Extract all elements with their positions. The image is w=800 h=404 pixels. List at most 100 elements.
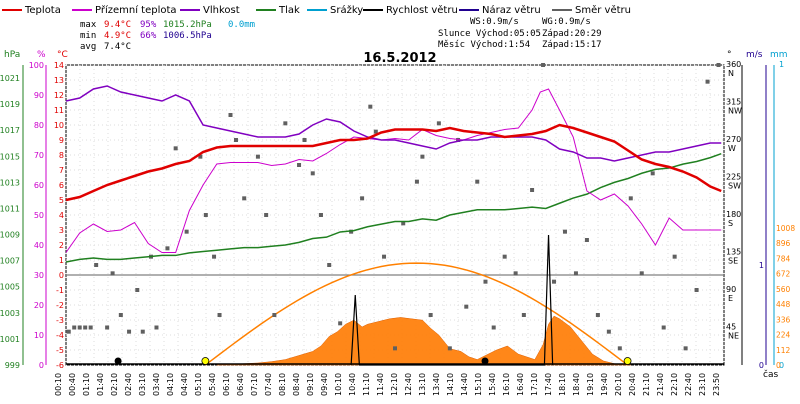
wind-direction-point (420, 154, 425, 159)
wind-direction-point (310, 171, 315, 176)
tick-time: 03:40 (152, 373, 161, 396)
axes: 1021101910171015101310111009100710051003… (0, 60, 795, 396)
tick-pct: 0 (39, 361, 44, 370)
legend: Teplota Přízemní teplota Vlhkost Tlak Sr… (2, 4, 631, 16)
wind-direction-point (338, 321, 343, 326)
tick-time: 14:40 (460, 373, 469, 396)
tick-time: 10:40 (348, 373, 357, 396)
tick-time: 11:10 (362, 373, 371, 396)
tick-c: 3 (59, 226, 64, 235)
tick-dir-name: NW (728, 107, 742, 116)
tick-c: 5 (59, 196, 64, 205)
tick-solar: 672 (776, 270, 791, 279)
tick-time: 05:40 (208, 373, 217, 396)
wind-direction-point (436, 121, 441, 126)
tick-time: 16:40 (516, 373, 525, 396)
wind-direction-point (349, 229, 354, 234)
tick-time: 20:10 (614, 373, 623, 396)
series-vlhkost (65, 85, 722, 162)
legend-vlhkost: Vlhkost (203, 5, 240, 16)
moonset-marker (481, 357, 489, 365)
tick-time: 15:40 (488, 373, 497, 396)
tick-c: -4 (56, 331, 64, 340)
tick-time: 07:10 (250, 373, 259, 396)
wind-direction-point (212, 254, 217, 259)
tick-time: 11:40 (376, 373, 385, 396)
axis-title-mm: mm (770, 50, 788, 60)
tick-time: 19:40 (600, 373, 609, 396)
stats-max-press: 1015.2hPa (163, 20, 212, 30)
series-rychlost (350, 234, 554, 366)
tick-dir: 315 (726, 98, 741, 107)
tick-c: 2 (59, 241, 64, 250)
tick-dir: 180 (726, 210, 741, 219)
tick-pct: 80 (34, 121, 44, 130)
wind-direction-point (414, 179, 419, 184)
info-sun-set: Západ:20:29 (542, 29, 602, 39)
tick-solar: 224 (776, 331, 791, 340)
wind-direction-point (595, 313, 600, 317)
tick-hpa: 1019 (0, 100, 20, 109)
tick-time: 10:10 (334, 373, 343, 396)
tick-time: 21:10 (642, 373, 651, 396)
tick-pct: 100 (29, 61, 44, 70)
tick-dir: 90 (726, 285, 736, 294)
tick-dir: 45 (726, 323, 736, 332)
tick-time: 06:10 (222, 373, 231, 396)
tick-time: 02:10 (110, 373, 119, 396)
wind-direction-point (127, 329, 132, 334)
tick-c: -1 (56, 286, 64, 295)
tick-c: 4 (59, 211, 64, 220)
tick-c: 9 (59, 136, 64, 145)
tick-time: 01:40 (96, 373, 105, 396)
info-moon-rise: Měsíc Východ:1:54 (438, 40, 530, 50)
wind-direction-point (184, 229, 189, 234)
legend-teplota: Teplota (24, 5, 61, 16)
tick-hpa: 1009 (0, 231, 20, 240)
tick-time: 15:10 (474, 373, 483, 396)
wind-direction-point (683, 346, 688, 351)
tick-hpa: 1021 (0, 74, 20, 83)
wind-direction-point (393, 346, 397, 351)
tick-mm: 0 (779, 361, 784, 370)
tick-c: -3 (56, 316, 64, 325)
wind-direction-point (491, 325, 496, 330)
tick-time: 12:10 (390, 373, 399, 396)
tick-dir: 135 (726, 248, 741, 257)
wind-direction-point (530, 188, 535, 192)
tick-hpa: 1013 (0, 178, 20, 187)
wind-direction-point (382, 254, 387, 259)
stats-min-press: 1006.5hPa (163, 31, 212, 41)
series-tlak (65, 152, 722, 263)
tick-time: 22:40 (684, 373, 693, 396)
tick-pct: 90 (34, 91, 44, 100)
tick-time: 20:40 (628, 373, 637, 396)
tick-time: 00:40 (68, 373, 77, 396)
tick-solar: 112 (776, 346, 791, 355)
tick-time: 03:10 (138, 373, 147, 396)
wind-direction-point (198, 154, 203, 159)
tick-time: 18:40 (572, 373, 581, 396)
tick-dir-name: SW (728, 182, 741, 191)
tick-hpa: 1003 (0, 309, 20, 318)
wind-direction-point (447, 346, 452, 351)
wind-direction-point (373, 129, 378, 134)
wind-direction-point (573, 271, 578, 276)
tick-pct: 50 (34, 211, 44, 220)
wind-direction-point (327, 263, 332, 267)
wind-direction-point (694, 288, 699, 292)
wind-direction-point (318, 213, 323, 217)
wind-direction-point (541, 63, 546, 67)
stats-max-temp: 9.4°C (104, 20, 131, 30)
tick-time: 21:40 (656, 373, 665, 396)
wind-direction-point (513, 271, 518, 276)
stats-block: max 9.4°C 95% 1015.2hPa 0.0mm min 4.9°C … (80, 20, 255, 52)
axis-title-time: čas (763, 369, 778, 380)
axis-title-hpa: hPa (4, 50, 20, 60)
tick-time: 07:40 (264, 373, 273, 396)
tick-solar: 1008 (776, 224, 795, 233)
tick-c: 8 (59, 151, 64, 160)
tick-time: 04:40 (180, 373, 189, 396)
tick-c: -5 (56, 346, 64, 355)
